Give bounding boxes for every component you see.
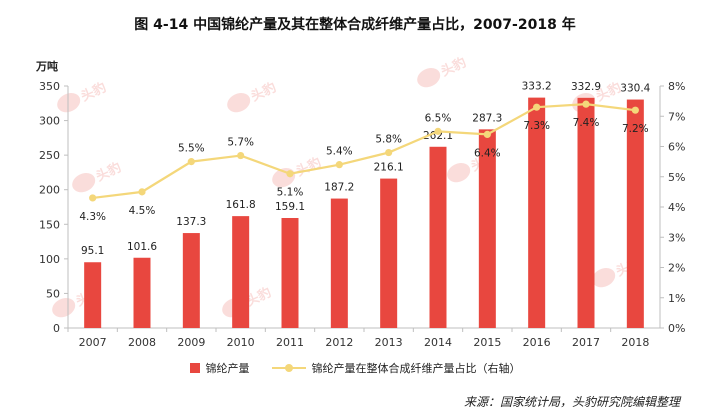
share-point-2015 <box>483 130 491 138</box>
x-tick-label: 2008 <box>128 336 156 349</box>
legend-line-label: 锦纶产量在整体合成纤维产量占比（右轴） <box>311 362 521 375</box>
x-tick-label: 2017 <box>572 336 600 349</box>
legend-bar-label: 锦纶产量 <box>205 362 250 375</box>
watermark-logo: 头豹 <box>417 54 469 88</box>
bar-2007 <box>84 262 102 328</box>
share-line <box>92 103 636 200</box>
share-point-2012 <box>335 161 343 169</box>
x-tick-label: 2012 <box>325 336 353 349</box>
bar-2014 <box>429 146 447 328</box>
share-value-label: 6.5% <box>425 112 452 124</box>
bar-2011 <box>281 217 299 328</box>
y-right-tick-label: 1% <box>668 292 685 305</box>
bar-2013 <box>380 178 398 328</box>
bar-2008 <box>133 257 151 328</box>
bar-2015 <box>478 129 496 328</box>
share-point-2016 <box>533 103 541 111</box>
y-right-tick-label: 2% <box>668 262 685 275</box>
watermark-logo: 头豹 <box>72 159 124 193</box>
share-value-label: 4.3% <box>79 211 106 223</box>
share-point-2018 <box>631 106 639 114</box>
share-value-label: 7.3% <box>523 120 550 132</box>
y-left-tick-label: 100 <box>39 253 60 266</box>
y-left-tick-label: 250 <box>39 149 60 162</box>
share-value-label: 5.1% <box>277 187 304 199</box>
bar-2016 <box>528 97 546 328</box>
bar-2012 <box>330 198 348 328</box>
source-note: 来源：国家统计局，头豹研究院编辑整理 <box>463 395 680 409</box>
x-tick-label: 2011 <box>276 336 304 349</box>
y-right-tick-label: 4% <box>668 201 685 214</box>
legend-item-bar: 锦纶产量 <box>189 360 250 376</box>
share-value-label: 5.8% <box>375 134 402 146</box>
x-tick-label: 2016 <box>523 336 551 349</box>
y-left-tick-label: 200 <box>39 184 60 197</box>
y-right-tick-label: 3% <box>668 231 685 244</box>
svg-text:头豹: 头豹 <box>248 79 278 104</box>
bar-value-label: 187.2 <box>324 182 354 194</box>
y-left-tick-label: 350 <box>39 80 60 93</box>
share-point-2010 <box>237 151 245 160</box>
watermark-logo: 头豹 <box>227 79 279 113</box>
y-left-tick-label: 150 <box>39 218 60 231</box>
x-tick-label: 2007 <box>79 336 107 349</box>
share-point-2017 <box>582 100 590 108</box>
svg-text:头豹: 头豹 <box>78 79 108 104</box>
bar-value-label: 330.4 <box>620 83 650 95</box>
bar-value-label: 159.1 <box>275 201 305 213</box>
share-point-2008 <box>138 188 146 196</box>
y-right-tick-label: 5% <box>668 171 685 184</box>
x-tick-label: 2010 <box>227 336 255 349</box>
svg-text:头豹: 头豹 <box>438 54 468 79</box>
svg-text:头豹: 头豹 <box>293 154 323 179</box>
x-tick-label: 2009 <box>177 336 205 349</box>
share-point-2007 <box>89 194 97 202</box>
bar-2010 <box>232 216 250 328</box>
bar-value-label: 137.3 <box>176 216 206 228</box>
y-right-tick-label: 8% <box>668 80 685 93</box>
share-value-label: 7.4% <box>573 117 600 129</box>
y-right-tick-label: 6% <box>668 141 685 154</box>
y-left-tick-label: 0 <box>53 322 60 335</box>
x-tick-label: 2014 <box>424 336 452 349</box>
x-tick-label: 2015 <box>473 336 501 349</box>
bar-value-label: 101.6 <box>127 241 157 253</box>
bar-value-label: 216.1 <box>374 162 404 174</box>
bar-value-label: 287.3 <box>472 112 502 124</box>
bar-value-label: 95.1 <box>81 245 104 257</box>
share-value-label: 5.5% <box>178 143 205 155</box>
bar-2018 <box>626 99 644 328</box>
chart-legend: 锦纶产量 锦纶产量在整体合成纤维产量占比（右轴） <box>0 360 710 376</box>
share-value-label: 4.5% <box>129 205 156 217</box>
bar-value-label: 161.8 <box>226 199 256 211</box>
bar-value-label: 332.9 <box>571 81 601 93</box>
chart-title: 图 4-14 中国锦纶产量及其在整体合成纤维产量占比，2007-2018 年 <box>134 17 576 33</box>
share-value-label: 6.4% <box>474 147 501 159</box>
share-value-label: 5.7% <box>227 137 254 149</box>
x-tick-label: 2013 <box>375 336 403 349</box>
share-point-2009 <box>187 158 195 166</box>
share-point-2011 <box>286 170 294 178</box>
share-point-2014 <box>434 127 442 135</box>
bar-value-label: 333.2 <box>522 81 552 93</box>
bar-2009 <box>182 233 200 328</box>
x-tick-label: 2018 <box>621 336 649 349</box>
bar-2017 <box>577 97 595 328</box>
y-axis-unit-label: 万吨 <box>36 60 58 73</box>
share-value-label: 5.4% <box>326 146 353 158</box>
y-left-tick-label: 300 <box>39 115 60 128</box>
watermark-logo: 头豹 <box>57 79 109 113</box>
legend-item-line: 锦纶产量在整体合成纤维产量占比（右轴） <box>271 360 521 376</box>
share-value-label: 7.2% <box>622 123 649 135</box>
svg-text:头豹: 头豹 <box>93 159 123 184</box>
y-right-tick-label: 7% <box>668 110 685 123</box>
share-point-2013 <box>385 148 393 157</box>
legend-line-swatch <box>271 363 306 373</box>
y-right-tick-label: 0% <box>668 322 685 335</box>
legend-bar-swatch <box>189 363 200 373</box>
y-left-tick-label: 50 <box>46 287 60 300</box>
